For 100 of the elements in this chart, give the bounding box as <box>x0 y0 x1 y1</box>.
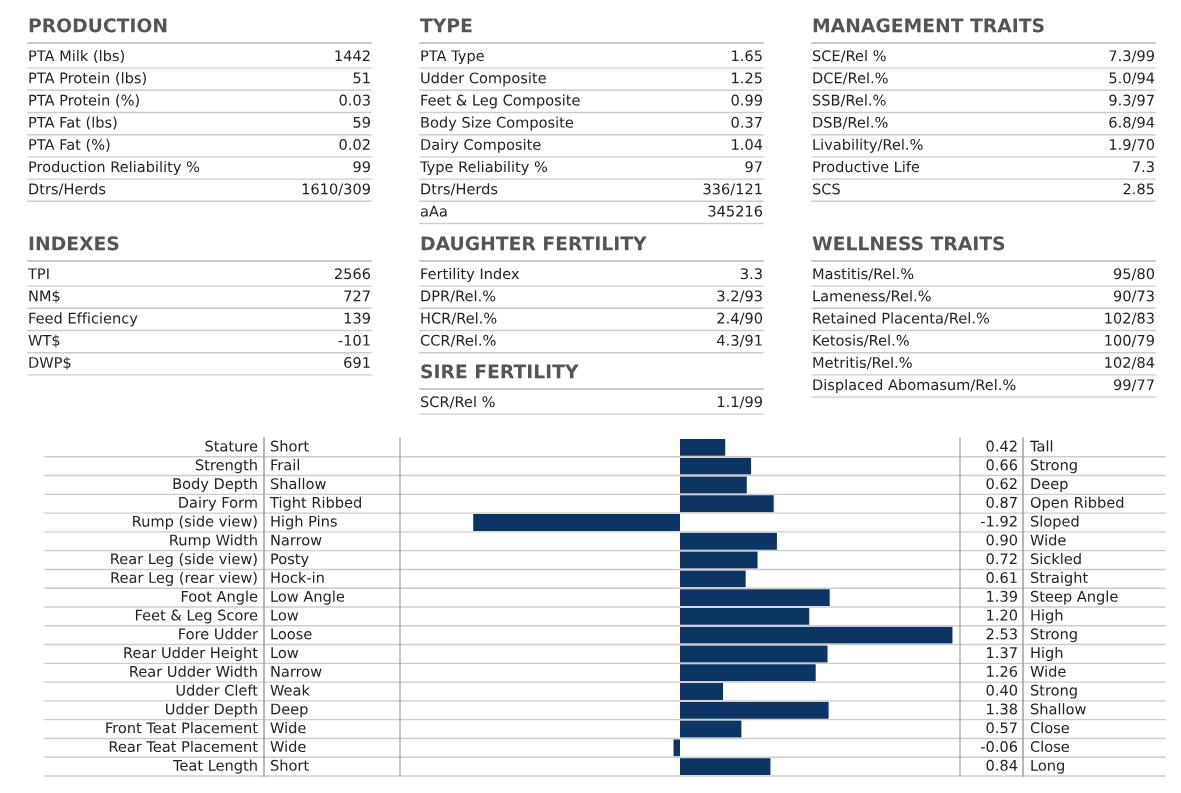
category-label: CCR/Rel.% <box>420 334 496 347</box>
text: Low <box>271 647 299 659</box>
data-label: 1.39 <box>987 590 1017 602</box>
text: 139 <box>344 312 370 324</box>
text: 7.3/99 <box>1109 50 1154 63</box>
category-label: HCR/Rel.% <box>421 312 497 325</box>
y2-tick-label: Strong <box>1030 628 1077 643</box>
data-label: 0.72 <box>986 553 1017 565</box>
text: 1610/309 <box>302 183 370 196</box>
y-tick-label: Rear Udder Width <box>130 665 257 677</box>
text: 59 <box>353 116 370 128</box>
text: 3.2/93 <box>717 290 762 303</box>
bar <box>680 720 742 738</box>
text: High Pins <box>271 515 337 530</box>
text: 5.0/94 <box>1109 72 1155 85</box>
data-label: 0.62 <box>986 478 1017 490</box>
text: Tight Ribbed <box>269 496 361 511</box>
text: INDEXES <box>29 236 119 251</box>
category-label: aAa <box>420 205 447 217</box>
text: 0.99 <box>731 94 762 106</box>
bar <box>680 607 810 625</box>
text: 727 <box>344 290 370 302</box>
data-label: 0.66 <box>986 459 1018 471</box>
text: 1.04 <box>732 139 763 151</box>
text: Hock-in <box>271 571 324 584</box>
text: 51 <box>353 72 370 84</box>
text: SIRE FERTILITY <box>421 364 579 379</box>
text: 1.9/70 <box>1109 139 1155 152</box>
y-tick-label: Stature <box>205 440 258 452</box>
y2-tick-label: Wide <box>1030 534 1066 546</box>
text: 99 <box>353 161 370 173</box>
category-label: DPR/Rel.% <box>421 290 496 303</box>
text: MANAGEMENT TRAITS <box>813 18 1044 33</box>
category-label: SCR/Rel % <box>420 395 495 409</box>
bar <box>680 589 830 607</box>
y-tick-label: Rump (side view) <box>133 515 257 530</box>
y-tick-label: Body Depth <box>173 477 257 492</box>
y2-tick-label: Close <box>1030 740 1069 753</box>
category-label: Udder Composite <box>421 72 546 87</box>
bar <box>680 532 777 550</box>
data-label: 1.37 <box>987 647 1017 659</box>
category-label: Displaced Abomasum/Rel.% <box>813 378 1016 394</box>
text: 4.3/91 <box>717 334 762 347</box>
text: 6.8/94 <box>1109 116 1155 129</box>
category-label: NM$ <box>29 290 60 304</box>
text: TYPE <box>420 18 472 33</box>
category-label: SCE/Rel % <box>812 49 886 63</box>
text: 100/79 <box>1105 334 1154 347</box>
text: 336/121 <box>703 183 762 196</box>
bar <box>680 495 774 513</box>
text: 9.3/97 <box>1109 94 1154 107</box>
category-label: Lameness/Rel.% <box>813 290 931 303</box>
text: 3.3 <box>740 268 762 280</box>
y2-tick-label: Sloped <box>1030 515 1079 530</box>
text: 691 <box>344 357 370 369</box>
y-tick-label: Rear Leg (rear view) <box>111 571 257 586</box>
text: 0.03 <box>339 94 370 106</box>
data-label: 0.42 <box>986 440 1017 452</box>
text: 97 <box>745 161 762 173</box>
y2-tick-label: High <box>1031 609 1063 624</box>
y-tick-label: Teat Length <box>172 759 257 774</box>
y-tick-label: Udder Depth <box>166 703 257 718</box>
data-label: 0.84 <box>986 759 1018 771</box>
y-tick-label: Udder Cleft <box>176 684 258 696</box>
y-tick-label: Rear Leg (side view) <box>111 553 257 568</box>
text: 7.3 <box>1133 161 1154 173</box>
text: DAUGHTER FERTILITY <box>421 236 647 251</box>
text: 1.65 <box>732 50 762 62</box>
text: WELLNESS TRAITS <box>812 236 1005 251</box>
y-tick-label: Feet & Leg Score <box>135 609 258 624</box>
text: 102/83 <box>1105 312 1154 325</box>
data-label: 0.57 <box>986 722 1017 734</box>
bar <box>680 701 829 719</box>
category-label: Feet & Leg Composite <box>421 94 580 109</box>
data-label: 2.53 <box>986 628 1017 640</box>
category-label: Livability/Rel.% <box>813 138 923 153</box>
text: 90/73 <box>1113 290 1154 303</box>
text: Narrow <box>271 534 322 546</box>
category-label: Dairy Composite <box>421 138 541 153</box>
y2-tick-label: Sickled <box>1030 553 1081 565</box>
text: Posty <box>271 553 309 568</box>
category-label: Dtrs/Herds <box>29 183 106 196</box>
text: Deep <box>271 703 308 718</box>
category-label: Mastitis/Rel.% <box>813 267 914 281</box>
category-label: PTA Protein (%) <box>29 94 139 108</box>
text: 95/80 <box>1113 268 1155 281</box>
data-label: 1.20 <box>987 609 1018 621</box>
category-label: Production Reliability % <box>29 160 200 176</box>
text: 102/84 <box>1105 357 1155 370</box>
text: Low <box>271 609 299 621</box>
category-label: Metritis/Rel.% <box>813 356 912 370</box>
y2-tick-label: Tall <box>1029 440 1053 452</box>
category-label: Retained Placenta/Rel.% <box>813 312 990 325</box>
text: 99/77 <box>1113 379 1154 392</box>
category-label: PTA Type <box>421 50 484 65</box>
bar <box>673 739 680 757</box>
y-tick-label: Rump Width <box>170 534 257 549</box>
y2-tick-label: Long <box>1031 760 1064 774</box>
data-label: -1.92 <box>980 515 1017 527</box>
text: 1442 <box>335 50 370 62</box>
